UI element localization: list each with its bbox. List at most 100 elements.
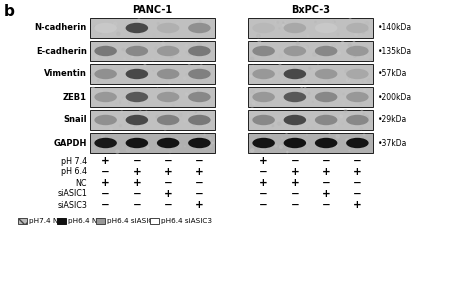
Circle shape xyxy=(163,71,166,74)
Text: pH7.4 NC: pH7.4 NC xyxy=(29,218,64,224)
Text: +: + xyxy=(291,167,299,177)
Circle shape xyxy=(185,51,187,52)
Circle shape xyxy=(355,33,358,36)
Circle shape xyxy=(186,44,187,45)
Circle shape xyxy=(191,120,194,123)
Circle shape xyxy=(169,150,171,152)
Circle shape xyxy=(146,71,148,73)
Circle shape xyxy=(257,116,260,119)
Bar xyxy=(96,218,105,224)
Circle shape xyxy=(203,22,205,24)
Text: −: − xyxy=(353,178,362,188)
Text: +: + xyxy=(291,178,299,188)
Circle shape xyxy=(171,47,173,49)
Circle shape xyxy=(367,100,370,103)
Circle shape xyxy=(367,72,370,75)
Ellipse shape xyxy=(252,23,275,33)
Circle shape xyxy=(285,48,289,50)
Circle shape xyxy=(249,139,251,140)
Text: −: − xyxy=(164,156,173,166)
Text: −: − xyxy=(291,156,299,166)
Circle shape xyxy=(348,44,351,47)
Circle shape xyxy=(136,98,137,99)
Circle shape xyxy=(139,44,141,46)
Circle shape xyxy=(328,45,331,48)
Circle shape xyxy=(319,24,320,25)
Circle shape xyxy=(135,126,137,128)
Circle shape xyxy=(279,54,282,58)
Circle shape xyxy=(146,21,148,22)
Circle shape xyxy=(353,41,355,43)
Circle shape xyxy=(350,48,353,52)
Text: BxPC-3: BxPC-3 xyxy=(291,5,330,15)
Circle shape xyxy=(118,151,119,152)
Text: pH 7.4: pH 7.4 xyxy=(61,156,87,166)
Circle shape xyxy=(279,119,283,121)
Circle shape xyxy=(185,44,187,47)
Text: •200kDa: •200kDa xyxy=(378,93,412,101)
Circle shape xyxy=(168,30,169,31)
Circle shape xyxy=(136,24,138,26)
Circle shape xyxy=(176,82,178,83)
Circle shape xyxy=(331,117,334,120)
Circle shape xyxy=(196,113,198,116)
Circle shape xyxy=(188,52,191,55)
Circle shape xyxy=(293,101,297,104)
Circle shape xyxy=(263,94,265,97)
Circle shape xyxy=(299,93,301,95)
Circle shape xyxy=(304,32,307,36)
Circle shape xyxy=(349,150,350,151)
Circle shape xyxy=(279,64,281,66)
Text: −: − xyxy=(164,200,173,210)
Circle shape xyxy=(203,124,204,125)
Circle shape xyxy=(304,93,305,94)
Ellipse shape xyxy=(94,23,117,33)
Circle shape xyxy=(346,139,349,142)
Circle shape xyxy=(145,65,146,66)
Circle shape xyxy=(309,92,310,94)
Circle shape xyxy=(110,142,114,146)
Circle shape xyxy=(324,68,326,70)
Circle shape xyxy=(351,119,354,122)
Ellipse shape xyxy=(346,92,369,102)
Circle shape xyxy=(164,93,168,96)
Circle shape xyxy=(303,30,304,31)
Ellipse shape xyxy=(126,46,148,56)
Text: −: − xyxy=(259,189,268,199)
Bar xyxy=(90,133,215,153)
Text: −: − xyxy=(101,200,110,210)
Circle shape xyxy=(261,147,264,150)
Ellipse shape xyxy=(346,138,369,148)
Circle shape xyxy=(345,70,348,73)
Circle shape xyxy=(204,134,205,135)
Circle shape xyxy=(123,97,126,100)
Ellipse shape xyxy=(126,69,148,79)
Circle shape xyxy=(200,135,203,138)
Circle shape xyxy=(208,32,211,34)
Text: Vimentin: Vimentin xyxy=(44,70,87,78)
Text: •29kDa: •29kDa xyxy=(378,115,407,125)
Circle shape xyxy=(204,123,207,126)
Circle shape xyxy=(100,33,101,34)
Circle shape xyxy=(252,139,255,142)
Circle shape xyxy=(154,81,155,82)
Circle shape xyxy=(170,55,173,58)
Circle shape xyxy=(354,45,356,47)
Circle shape xyxy=(278,123,281,125)
Circle shape xyxy=(140,28,142,29)
Circle shape xyxy=(205,74,208,76)
Circle shape xyxy=(340,115,343,118)
Circle shape xyxy=(157,22,158,24)
Circle shape xyxy=(346,101,348,104)
Circle shape xyxy=(179,28,180,29)
Ellipse shape xyxy=(94,138,117,148)
Circle shape xyxy=(370,59,372,61)
Circle shape xyxy=(354,54,356,57)
Circle shape xyxy=(188,64,190,67)
Circle shape xyxy=(361,110,363,112)
Circle shape xyxy=(179,55,180,56)
Circle shape xyxy=(332,44,335,48)
Circle shape xyxy=(331,50,334,52)
Text: pH6.4 siASIC3: pH6.4 siASIC3 xyxy=(161,218,212,224)
Circle shape xyxy=(119,125,122,127)
